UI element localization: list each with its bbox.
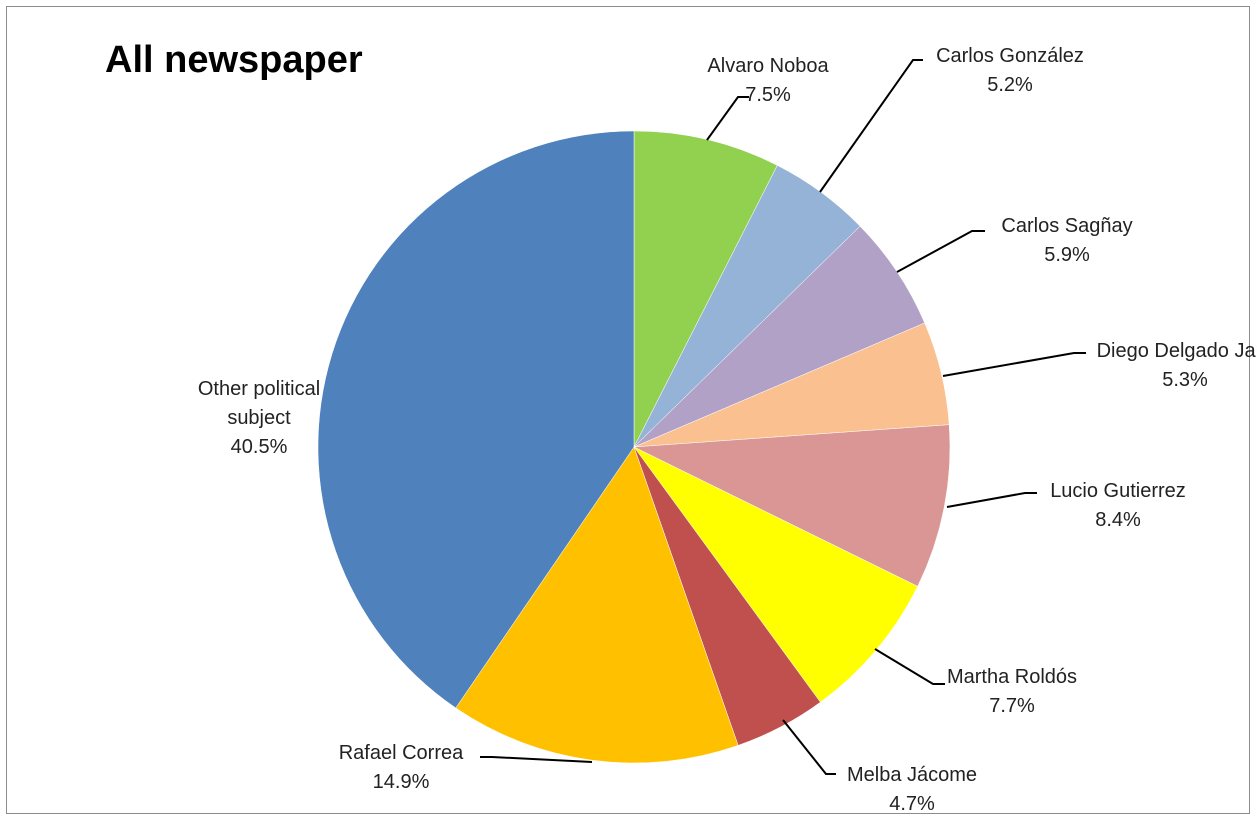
leader-lines (480, 59, 1086, 775)
pie-slice-lucio-gutierrez (633, 424, 951, 587)
leader-line-carlos-gonzalez (819, 59, 923, 193)
leader-line-lucio-gutierrez (946, 492, 1037, 508)
leader-line-carlos-sagnay (896, 230, 985, 273)
data-label-carlos-sagnay: Carlos Sagñay 5.9% (1001, 215, 1132, 266)
data-label-other-political-subject: Other political subject 40.5% (198, 378, 320, 458)
data-label-carlos-gonzalez: Carlos González 5.2% (936, 45, 1084, 96)
pie-slice-rafael-correa (455, 446, 739, 764)
leader-line-alvaro-noboa (706, 96, 749, 141)
data-label-rafael-correa: Rafael Correa 14.9% (339, 742, 464, 793)
data-label-alvaro-noboa: Alvaro Noboa 7.5% (707, 55, 829, 106)
data-label-melba-jacome: Melba Jácome 4.7% (847, 764, 977, 815)
data-label-diego-delgado-jara: Diego Delgado Jara 5.3% (1097, 340, 1257, 391)
leader-line-melba-jacome (782, 719, 836, 775)
pie-slice-other-political-subject (317, 130, 635, 709)
data-labels: Alvaro Noboa 7.5% Carlos González 5.2% Carlo… (198, 45, 1257, 815)
pie-slices (317, 130, 951, 764)
leader-line-rafael-correa (480, 756, 593, 763)
chart-title: All newspaper (105, 39, 363, 81)
leader-line-martha-roldos (874, 648, 945, 685)
data-label-martha-roldos: Martha Roldós 7.7% (947, 666, 1077, 717)
leader-line-diego-delgado-jara (942, 352, 1086, 377)
data-label-lucio-gutierrez: Lucio Gutierrez 8.4% (1050, 480, 1186, 531)
